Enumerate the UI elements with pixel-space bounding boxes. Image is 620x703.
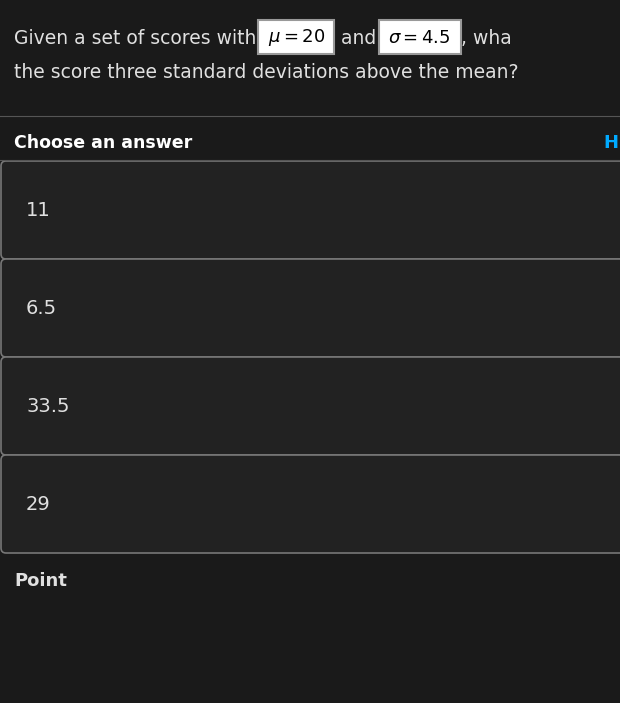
Text: $\mu = 20$: $\mu = 20$ <box>268 27 325 49</box>
Text: 6.5: 6.5 <box>26 299 57 318</box>
Text: the score three standard deviations above the mean?: the score three standard deviations abov… <box>14 63 518 82</box>
Text: 29: 29 <box>26 494 51 513</box>
FancyBboxPatch shape <box>1 455 620 553</box>
FancyBboxPatch shape <box>379 20 461 54</box>
Text: Choose an answer: Choose an answer <box>14 134 192 152</box>
Text: H: H <box>603 134 618 152</box>
Text: 33.5: 33.5 <box>26 396 69 415</box>
Text: and: and <box>335 29 383 48</box>
FancyBboxPatch shape <box>259 20 334 54</box>
Text: Point: Point <box>14 572 67 590</box>
FancyBboxPatch shape <box>1 357 620 455</box>
Text: , wha: , wha <box>461 29 511 48</box>
FancyBboxPatch shape <box>1 161 620 259</box>
FancyBboxPatch shape <box>1 259 620 357</box>
Text: Given a set of scores with: Given a set of scores with <box>14 29 262 48</box>
Text: 11: 11 <box>26 200 51 219</box>
Text: $\sigma = 4.5$: $\sigma = 4.5$ <box>388 29 451 47</box>
